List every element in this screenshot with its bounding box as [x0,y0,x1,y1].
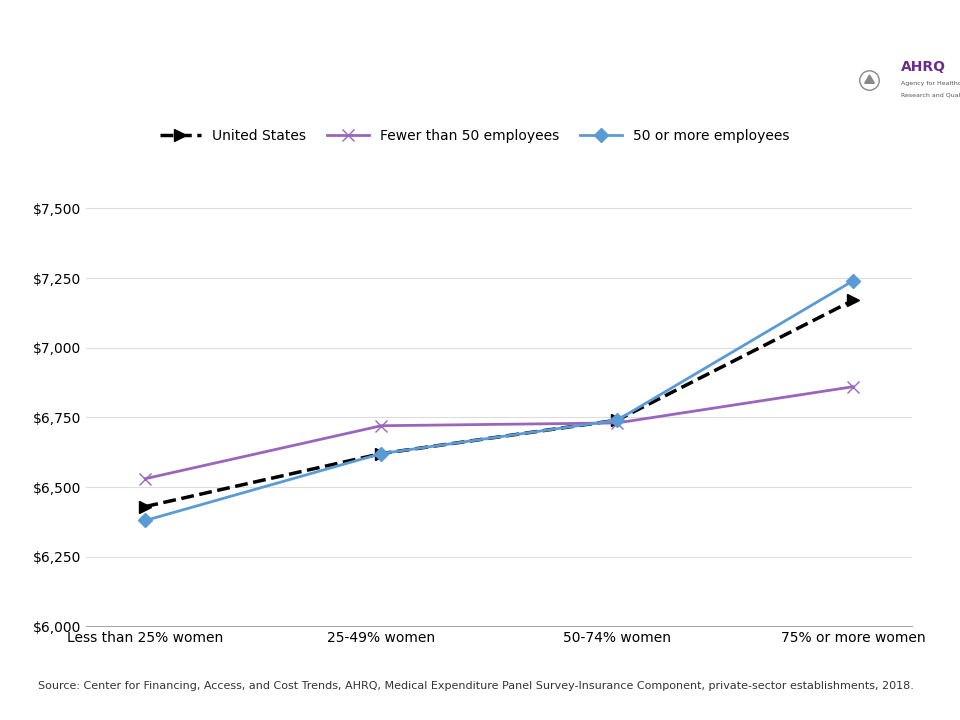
Ellipse shape [854,6,960,232]
Text: Source: Center for Financing, Access, and Cost Trends, AHRQ, Medical Expenditure: Source: Center for Financing, Access, an… [38,681,914,691]
Text: AHRQ: AHRQ [900,60,946,73]
Legend: United States, Fewer than 50 employees, 50 or more employees: United States, Fewer than 50 employees, … [154,124,795,149]
Text: Figure 1. Average total single premium (in dollars) per enrolled employee,: Figure 1. Average total single premium (… [38,29,889,48]
Text: Agency for Healthcare: Agency for Healthcare [900,81,960,86]
Text: by firm size and percentage women employees, 2018: by firm size and percentage women employ… [38,76,646,95]
Text: Research and Quality: Research and Quality [900,93,960,97]
